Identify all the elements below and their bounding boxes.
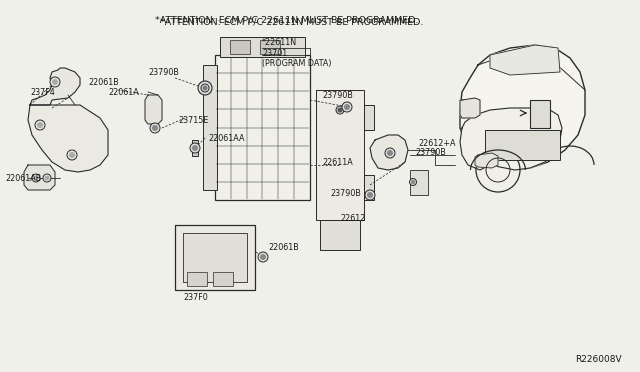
Text: *22611N: *22611N — [262, 38, 297, 46]
Bar — [220, 37, 305, 57]
Text: *ATTENTION: ECM P/C 22611N MUST BE PROGRAMMED.: *ATTENTION: ECM P/C 22611N MUST BE PROGR… — [160, 17, 424, 26]
Circle shape — [367, 192, 372, 198]
Polygon shape — [460, 108, 562, 170]
Bar — [215, 55, 310, 200]
Circle shape — [260, 254, 266, 260]
Bar — [203, 65, 217, 190]
Text: 22061AB: 22061AB — [5, 173, 41, 183]
Polygon shape — [30, 68, 80, 105]
Text: 22061B: 22061B — [88, 77, 119, 87]
Text: *ATTENTION: ECM P/C 22611N MUST BE PROGRAMMED.: *ATTENTION: ECM P/C 22611N MUST BE PROGR… — [155, 16, 419, 25]
Polygon shape — [490, 45, 560, 75]
Bar — [364, 175, 374, 200]
Circle shape — [193, 145, 198, 151]
Polygon shape — [370, 135, 408, 170]
Bar — [183, 233, 247, 282]
Bar — [260, 40, 280, 54]
Bar — [187, 272, 207, 286]
Polygon shape — [24, 165, 55, 190]
Text: (PROGRAM DATA): (PROGRAM DATA) — [262, 58, 332, 67]
Text: 23701: 23701 — [262, 48, 287, 58]
Bar — [410, 170, 428, 195]
Polygon shape — [145, 95, 162, 124]
Circle shape — [70, 153, 74, 157]
Text: 22061B: 22061B — [268, 244, 299, 253]
Circle shape — [34, 176, 38, 180]
Circle shape — [365, 190, 375, 200]
Circle shape — [38, 122, 42, 128]
Bar — [364, 105, 374, 130]
Circle shape — [50, 77, 60, 87]
Circle shape — [150, 123, 160, 133]
Text: 22061A: 22061A — [108, 87, 139, 96]
Text: 22061AA: 22061AA — [208, 134, 244, 142]
Circle shape — [344, 105, 349, 109]
Circle shape — [411, 180, 415, 184]
Circle shape — [338, 108, 342, 112]
Circle shape — [385, 148, 395, 158]
Text: 22612: 22612 — [340, 214, 365, 222]
Text: 237F0: 237F0 — [184, 294, 209, 302]
Bar — [530, 100, 550, 128]
Text: 23715E: 23715E — [178, 115, 209, 125]
Circle shape — [152, 125, 157, 131]
Text: 237F4: 237F4 — [30, 87, 55, 96]
Bar — [213, 272, 233, 286]
Bar — [175, 225, 255, 290]
Circle shape — [43, 174, 51, 182]
Circle shape — [258, 252, 268, 262]
Text: 23790B: 23790B — [148, 67, 179, 77]
Circle shape — [32, 174, 40, 182]
Circle shape — [387, 151, 392, 155]
Bar — [230, 40, 250, 54]
Polygon shape — [28, 105, 108, 172]
Circle shape — [35, 120, 45, 130]
Text: 23790B: 23790B — [322, 90, 353, 99]
Circle shape — [336, 106, 344, 114]
Circle shape — [410, 179, 417, 186]
Polygon shape — [460, 45, 585, 170]
Circle shape — [52, 80, 58, 84]
Circle shape — [67, 150, 77, 160]
Text: 23790B: 23790B — [330, 189, 361, 198]
Circle shape — [342, 102, 352, 112]
Text: R226008V: R226008V — [575, 356, 621, 365]
Text: 22611A: 22611A — [322, 157, 353, 167]
Polygon shape — [475, 153, 498, 168]
Circle shape — [190, 143, 200, 153]
Circle shape — [45, 176, 49, 180]
Text: 22612+A: 22612+A — [418, 138, 456, 148]
Text: 23790B: 23790B — [415, 148, 446, 157]
Circle shape — [203, 86, 207, 90]
Bar — [485, 130, 560, 160]
Bar — [320, 220, 360, 250]
Circle shape — [198, 81, 212, 95]
Polygon shape — [460, 98, 480, 118]
Bar — [192, 140, 198, 156]
Circle shape — [476, 148, 520, 192]
Polygon shape — [316, 90, 364, 220]
